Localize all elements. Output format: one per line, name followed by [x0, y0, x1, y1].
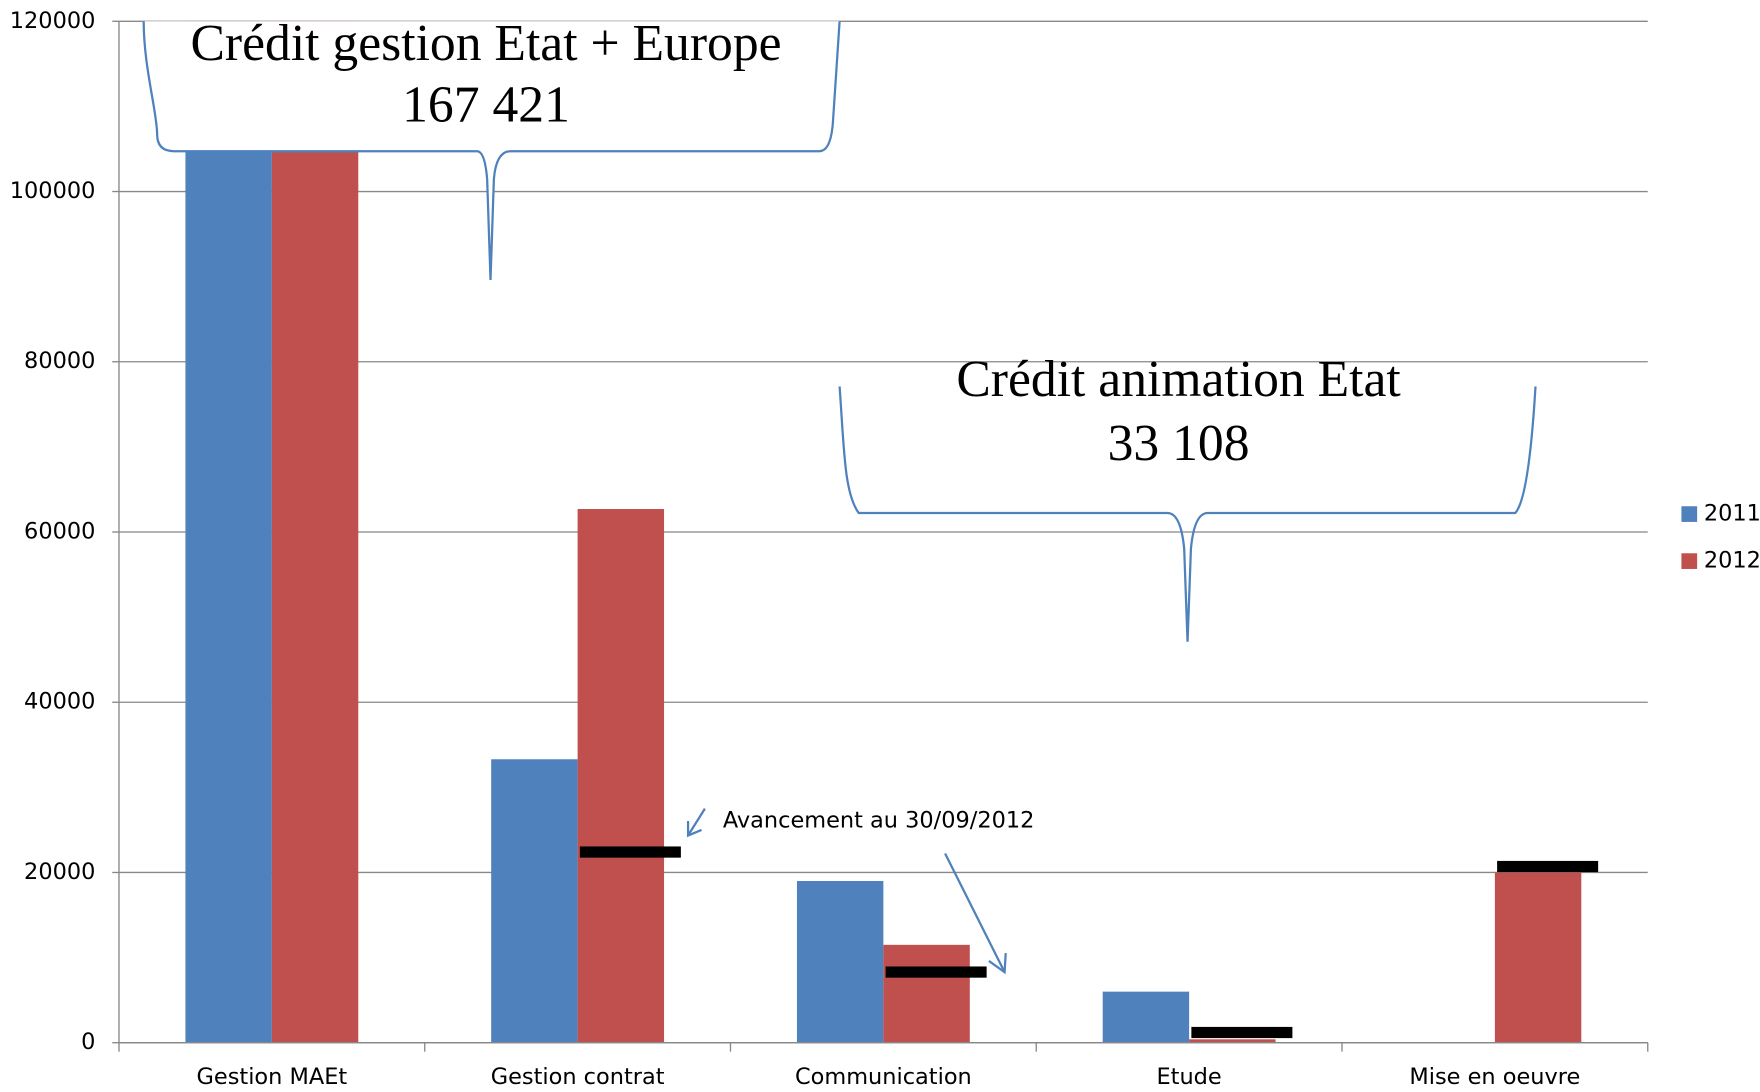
legend-swatch [1681, 553, 1698, 569]
x-tick-label: Gestion contrat [491, 1064, 665, 1090]
bar [1102, 991, 1190, 1043]
progress-marker [885, 966, 987, 978]
annotation: Crédit gestion Etat + Europe [190, 15, 781, 72]
y-tick-label: 80000 [24, 348, 95, 374]
x-tick-label: Etude [1157, 1064, 1222, 1090]
legend-swatch [1681, 506, 1698, 522]
legend-label: 2011 [1704, 501, 1760, 527]
y-tick-label: 20000 [24, 859, 95, 885]
x-tick-label: Gestion MAEt [197, 1064, 348, 1090]
y-tick-label: 40000 [24, 689, 95, 715]
progress-marker [579, 846, 681, 858]
bar [185, 21, 272, 1043]
bar [1494, 872, 1582, 1043]
annotation: 33 108 [1108, 415, 1250, 472]
plot-area: 0 20000 40000 60000 80000 100000 120000 Gestion… [10, 8, 1760, 1090]
bar [1189, 1039, 1276, 1043]
arrow [686, 808, 1007, 975]
legend-label: 2012 [1704, 548, 1760, 574]
annotation: 167 421 [402, 77, 570, 134]
bar [883, 944, 970, 1043]
callout-fill [143, 21, 840, 281]
y-tick-label: 0 [81, 1029, 95, 1055]
bar [796, 880, 884, 1043]
progress-marker [1191, 1026, 1293, 1039]
bar [491, 759, 578, 1043]
bar [577, 509, 665, 1043]
annotation: Crédit animation Etat [956, 351, 1401, 408]
bar [271, 21, 359, 1043]
callout-brace [838, 386, 1537, 642]
y-tick-label: 120000 [10, 8, 96, 34]
progress-marker [1497, 860, 1599, 873]
callout-brace [142, 21, 841, 281]
annotation: Avancement au 30/09/2012 [723, 807, 1035, 833]
x-tick-label: Communication [795, 1064, 972, 1090]
x-tick-label: Mise en oeuvre [1409, 1064, 1580, 1090]
y-tick-label: 100000 [10, 178, 96, 204]
y-tick-label: 60000 [24, 519, 95, 545]
